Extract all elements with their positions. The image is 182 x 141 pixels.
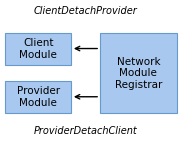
Text: ProviderDetachClient: ProviderDetachClient (34, 126, 137, 136)
FancyBboxPatch shape (5, 81, 71, 113)
Text: Provider
Module: Provider Module (17, 86, 60, 108)
Text: Client
Module: Client Module (19, 38, 57, 60)
Text: Network
Module
Registrar: Network Module Registrar (115, 57, 162, 90)
FancyBboxPatch shape (5, 33, 71, 65)
FancyBboxPatch shape (100, 33, 177, 113)
Text: ClientDetachProvider: ClientDetachProvider (34, 6, 137, 16)
